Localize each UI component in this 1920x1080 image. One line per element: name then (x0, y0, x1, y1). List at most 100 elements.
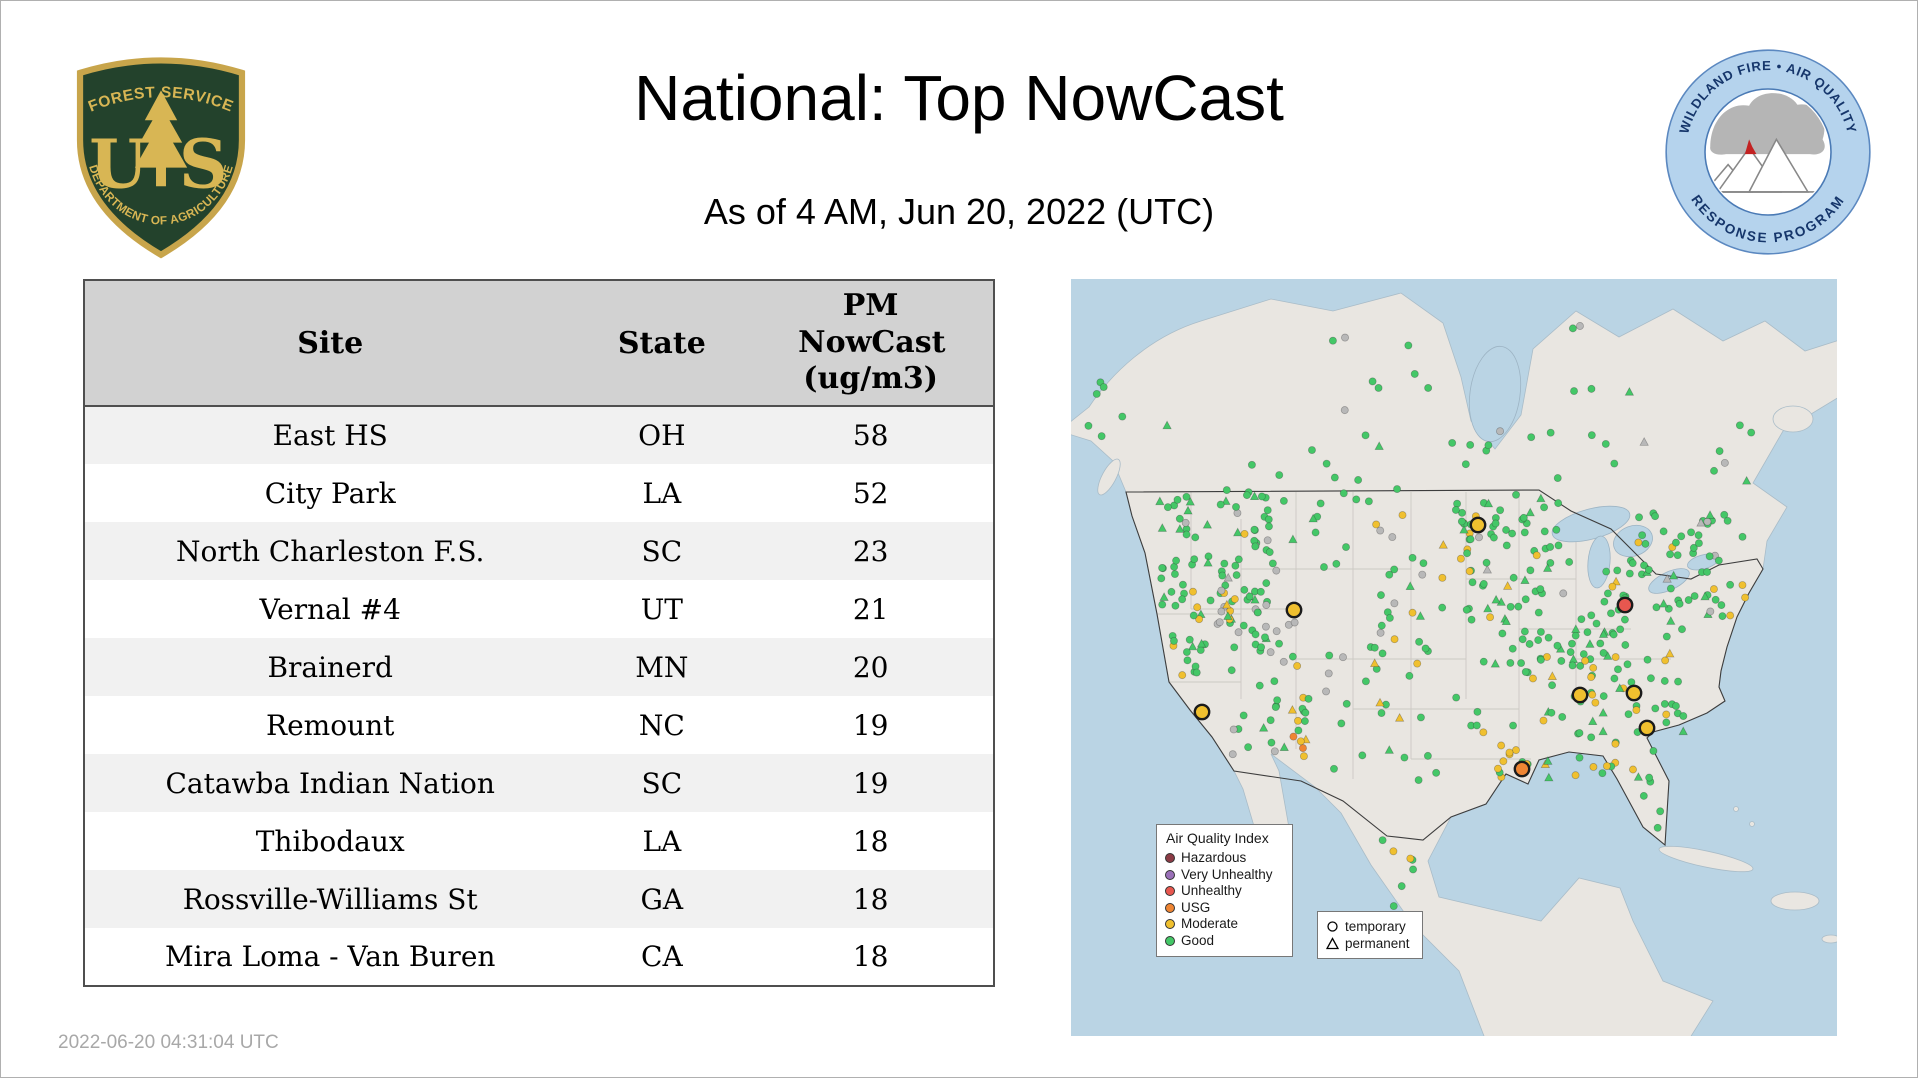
monitor-dot-temporary (1263, 536, 1272, 545)
monitor-dot-temporary (1554, 499, 1563, 508)
monitor-dot-temporary (1484, 441, 1493, 450)
monitor-dot-temporary (1182, 530, 1191, 539)
cell-state: OH (638, 419, 686, 452)
monitor-dot-temporary (1293, 661, 1302, 670)
monitor-dot-permanent (1598, 707, 1608, 717)
monitor-dot-temporary (1264, 522, 1273, 531)
flame-icon (1744, 139, 1757, 155)
monitor-dot-temporary (1178, 595, 1187, 604)
monitor-dot-temporary (1361, 431, 1370, 440)
monitor-dot-temporary (1385, 570, 1394, 579)
monitor-dot-temporary (1675, 599, 1684, 608)
monitor-dot-temporary (1421, 644, 1430, 653)
monitor-dot-temporary (1400, 753, 1409, 762)
monitor-dot-temporary (1520, 627, 1529, 636)
table-row: Remount NC 19 (84, 696, 994, 754)
monitor-dot-temporary (1587, 611, 1596, 620)
monitor-dot-permanent (1287, 704, 1298, 714)
monitor-dot-temporary (1218, 571, 1227, 580)
monitor-dot-temporary (1171, 601, 1180, 610)
monitor-dot-temporary (1536, 627, 1545, 636)
legend-item-permanent: permanent (1326, 935, 1414, 952)
monitor-dot-temporary (1240, 529, 1249, 538)
monitor-dot-temporary (1418, 570, 1427, 579)
monitor-dot-temporary (1328, 336, 1337, 345)
fs-logo-letter-s: S (179, 125, 228, 204)
monitor-dot-temporary (1557, 657, 1566, 665)
monitor-dot-permanent (1544, 772, 1554, 782)
cell-site: Thibodaux (255, 824, 405, 858)
monitor-dot-temporary (1289, 732, 1298, 741)
monitor-dot-temporary (1499, 757, 1508, 766)
monitor-dot-temporary (1611, 653, 1620, 662)
monitor-dot-temporary (1222, 486, 1231, 495)
monitor-dot-temporary (1221, 581, 1230, 590)
monitor-dot-permanent (1585, 639, 1595, 648)
monitor-dot-permanent (1615, 683, 1625, 692)
monitor-dot-temporary (1172, 556, 1181, 565)
monitor-dot-temporary (1552, 525, 1561, 534)
legend-label: temporary (1345, 919, 1406, 934)
monitor-dot-temporary (1239, 711, 1248, 720)
monitor-dot-temporary (1461, 460, 1470, 469)
monitor-dot-temporary (1438, 603, 1447, 612)
monitor-dot-temporary (1603, 589, 1612, 598)
temporary-circle-icon (1327, 921, 1338, 932)
monitor-dot-temporary (1419, 559, 1428, 568)
monitor-dot-temporary (1462, 605, 1471, 614)
cell-site: Mira Loma - Van Buren (164, 940, 496, 973)
monitor-dot-permanent (1536, 493, 1546, 503)
legend-item-very-unhealthy: Very Unhealthy (1165, 867, 1284, 884)
monitor-dot-temporary (1255, 681, 1264, 690)
top-site-marker (1513, 760, 1531, 778)
monitor-dot-temporary (1466, 535, 1475, 544)
monitor-dot-temporary (1416, 713, 1425, 722)
monitor-dot-temporary (1651, 512, 1660, 521)
monitor-dot-temporary (1645, 773, 1654, 782)
table-row: North Charleston F.S. SC 23 (84, 522, 994, 580)
monitor-dot-permanent (1250, 594, 1260, 604)
monitor-dot-temporary (1263, 506, 1272, 515)
monitor-dot-permanent (1483, 498, 1494, 508)
monitor-dot-temporary (1175, 514, 1184, 523)
monitor-dot-temporary (1544, 633, 1553, 642)
monitor-dot-temporary (1463, 549, 1472, 558)
cell-value: 21 (852, 592, 889, 626)
monitor-dot-temporary (1581, 656, 1590, 665)
monitor-dot-temporary (1410, 370, 1419, 378)
monitor-dot-temporary (1097, 432, 1106, 441)
monitor-dot-temporary (1553, 474, 1562, 482)
monitor-dot-temporary (1339, 489, 1348, 498)
monitor-dot-permanent (1662, 573, 1672, 583)
monitor-dot-temporary (1390, 635, 1399, 644)
monitor-dot-temporary (1577, 615, 1586, 624)
monitor-dot-temporary (1275, 471, 1284, 480)
monitor-dot-temporary (1378, 836, 1387, 845)
monitor-dot-temporary (1230, 643, 1239, 652)
monitor-dot-temporary (1322, 459, 1331, 468)
monitor-dot-permanent (1542, 563, 1553, 572)
monitor-dot-temporary (1465, 567, 1474, 576)
monitor-dot-temporary (1723, 516, 1732, 525)
monitor-dot-temporary (1157, 574, 1166, 583)
monitor-dot-temporary (1352, 495, 1361, 504)
cell-value: 52 (852, 476, 889, 510)
monitor-dot-temporary (1632, 706, 1641, 715)
monitor-dot-temporary (1646, 674, 1655, 683)
monitor-dot-temporary (1596, 639, 1605, 648)
lakes (1468, 345, 1719, 594)
top-site-marker (1571, 686, 1589, 704)
monitor-dot-temporary (1311, 528, 1320, 537)
monitor-dot-temporary (1588, 690, 1597, 699)
monitor-dot-permanent (1223, 611, 1233, 620)
monitor-dot-temporary (1118, 412, 1127, 421)
monitor-dot-temporary (1191, 533, 1200, 542)
cell-state: CA (641, 940, 683, 973)
monitor-dot-temporary (1570, 387, 1578, 396)
monitor-dot-permanent (1658, 598, 1669, 608)
monitor-dot-temporary (1571, 631, 1580, 640)
monitor-dot-permanent (1678, 726, 1688, 736)
monitor-dot-temporary (1245, 592, 1254, 601)
monitor-dot-permanent (1611, 576, 1621, 586)
monitor-dot-permanent (1490, 658, 1500, 668)
